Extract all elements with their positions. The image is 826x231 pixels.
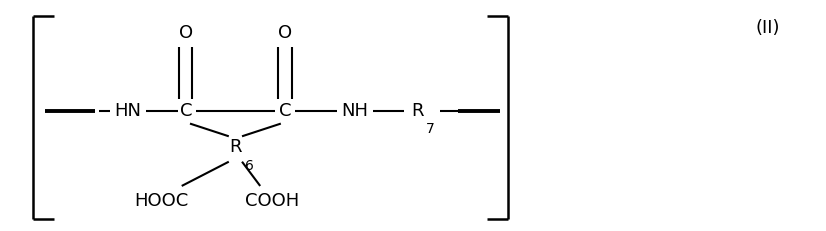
Text: C: C <box>179 102 192 120</box>
Text: HOOC: HOOC <box>134 192 188 210</box>
Text: C: C <box>278 102 292 120</box>
Text: O: O <box>278 24 292 43</box>
Text: (II): (II) <box>756 19 781 37</box>
Text: HN: HN <box>115 102 141 120</box>
Text: 6: 6 <box>245 159 254 173</box>
Text: O: O <box>178 24 193 43</box>
Text: R: R <box>229 138 242 156</box>
Text: NH: NH <box>342 102 368 120</box>
Text: 7: 7 <box>426 122 434 136</box>
Text: R: R <box>411 102 424 120</box>
Text: COOH: COOH <box>245 192 300 210</box>
